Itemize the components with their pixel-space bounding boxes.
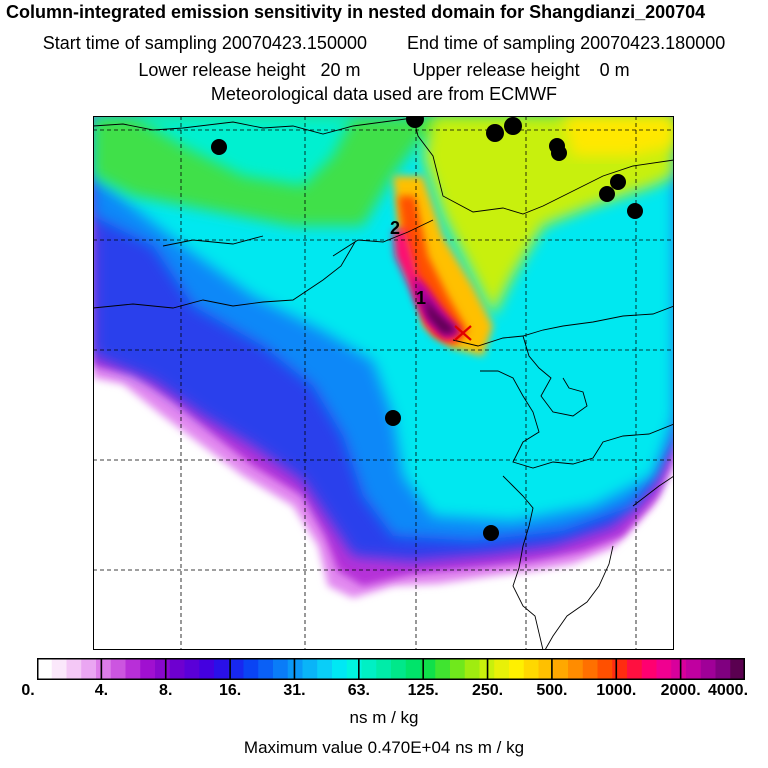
colorbar-cell bbox=[169, 658, 186, 680]
colorbar-tick-label: 125. bbox=[407, 682, 439, 699]
colorbar-cell bbox=[125, 658, 141, 680]
colorbar-cell bbox=[96, 658, 112, 680]
colorbar-cell bbox=[538, 658, 554, 680]
colorbar-cell bbox=[700, 658, 717, 680]
colorbar-cell bbox=[730, 658, 745, 680]
sensitivity-field bbox=[93, 116, 674, 598]
colorbar-cell bbox=[494, 658, 510, 680]
start-time-label: Start time of sampling 20070423.150000 bbox=[42, 33, 367, 53]
colorbar-tick-label: 4000. bbox=[707, 682, 749, 699]
colorbar-cell bbox=[391, 658, 407, 680]
colorbar bbox=[37, 658, 745, 680]
colorbar-cell bbox=[155, 658, 171, 680]
grid-lines bbox=[93, 116, 674, 650]
colorbar-units: ns m / kg bbox=[349, 708, 419, 727]
colorbar-cell bbox=[228, 658, 245, 680]
colorbar-cell bbox=[184, 658, 200, 680]
release-point-marker bbox=[454, 325, 472, 341]
colorbar-cell bbox=[243, 658, 259, 680]
sensitivity-map: 2 1 bbox=[93, 116, 674, 650]
colorbar-cell bbox=[332, 658, 348, 680]
colorbar-cell bbox=[110, 658, 127, 680]
colorbar-cell bbox=[66, 658, 82, 680]
colorbar-cell bbox=[346, 658, 363, 680]
colorbar-tick-label: 16. bbox=[218, 682, 242, 699]
colorbar-tick-label: 250. bbox=[471, 682, 504, 699]
colorbar-cell bbox=[405, 658, 422, 680]
colorbar-cell bbox=[671, 658, 687, 680]
plot-title: Column-integrated emission sensitivity i… bbox=[6, 2, 706, 22]
release-heights: Lower release height 20 m Upper release h… bbox=[0, 60, 768, 81]
plume-label-1: 1 bbox=[416, 288, 426, 308]
colorbar-cell bbox=[37, 658, 53, 680]
colorbar-cell bbox=[51, 658, 68, 680]
end-time-label: End time of sampling 20070423.180000 bbox=[407, 33, 726, 53]
colorbar-tick-label: 1000. bbox=[596, 682, 637, 699]
colorbar-cell bbox=[273, 658, 289, 680]
colorbar-cell bbox=[376, 658, 392, 680]
colorbar-cell bbox=[597, 658, 613, 680]
colorbar-cell bbox=[81, 658, 97, 680]
colorbar-cell bbox=[140, 658, 156, 680]
colorbar-cell bbox=[686, 658, 702, 680]
colorbar-cell bbox=[287, 658, 304, 680]
colorbar-cell bbox=[612, 658, 628, 680]
maximum-value-label: Maximum value 0.470E+04 ns m / kg bbox=[243, 738, 525, 757]
colorbar-cell bbox=[568, 658, 584, 680]
colorbar-cell bbox=[435, 658, 451, 680]
colorbar-tick-label: 500. bbox=[536, 682, 568, 699]
colorbar-tick-label: 0. bbox=[21, 682, 35, 699]
colorbar-cell bbox=[317, 658, 333, 680]
colorbar-cell bbox=[582, 658, 599, 680]
colorbar-cell bbox=[509, 658, 525, 680]
colorbar-cell bbox=[214, 658, 230, 680]
colorbar-cell bbox=[258, 658, 274, 680]
colorbar-tick-label: 2000. bbox=[660, 682, 701, 699]
colorbar-cell bbox=[715, 658, 731, 680]
colorbar-cell bbox=[361, 658, 377, 680]
colorbar-cell bbox=[641, 658, 658, 680]
station-markers bbox=[211, 116, 643, 541]
colorbar-tick-label: 63. bbox=[347, 682, 370, 699]
colorbar-cell bbox=[553, 658, 569, 680]
colorbar-cell bbox=[656, 658, 672, 680]
map-frame bbox=[93, 116, 674, 650]
colorbar-cell bbox=[627, 658, 643, 680]
colorbar-cell bbox=[464, 658, 481, 680]
met-data-label: Meteorological data used are from ECMWF bbox=[210, 84, 558, 104]
colorbar-cell bbox=[199, 658, 215, 680]
colorbar-cell bbox=[523, 658, 540, 680]
colorbar-cell bbox=[302, 658, 318, 680]
colorbar-tick-label: 31. bbox=[283, 682, 306, 699]
lower-release-label: Lower release height 20 m bbox=[138, 60, 361, 80]
colorbar-cell bbox=[420, 658, 436, 680]
colorbar-cell bbox=[450, 658, 466, 680]
upper-release-label: Upper release height 0 m bbox=[412, 60, 630, 80]
colorbar-tick-label: 8. bbox=[159, 682, 173, 699]
colorbar-tick-label: 4. bbox=[94, 682, 109, 699]
plume-label-2: 2 bbox=[390, 218, 400, 238]
sampling-times: Start time of sampling 20070423.150000 En… bbox=[0, 33, 768, 54]
